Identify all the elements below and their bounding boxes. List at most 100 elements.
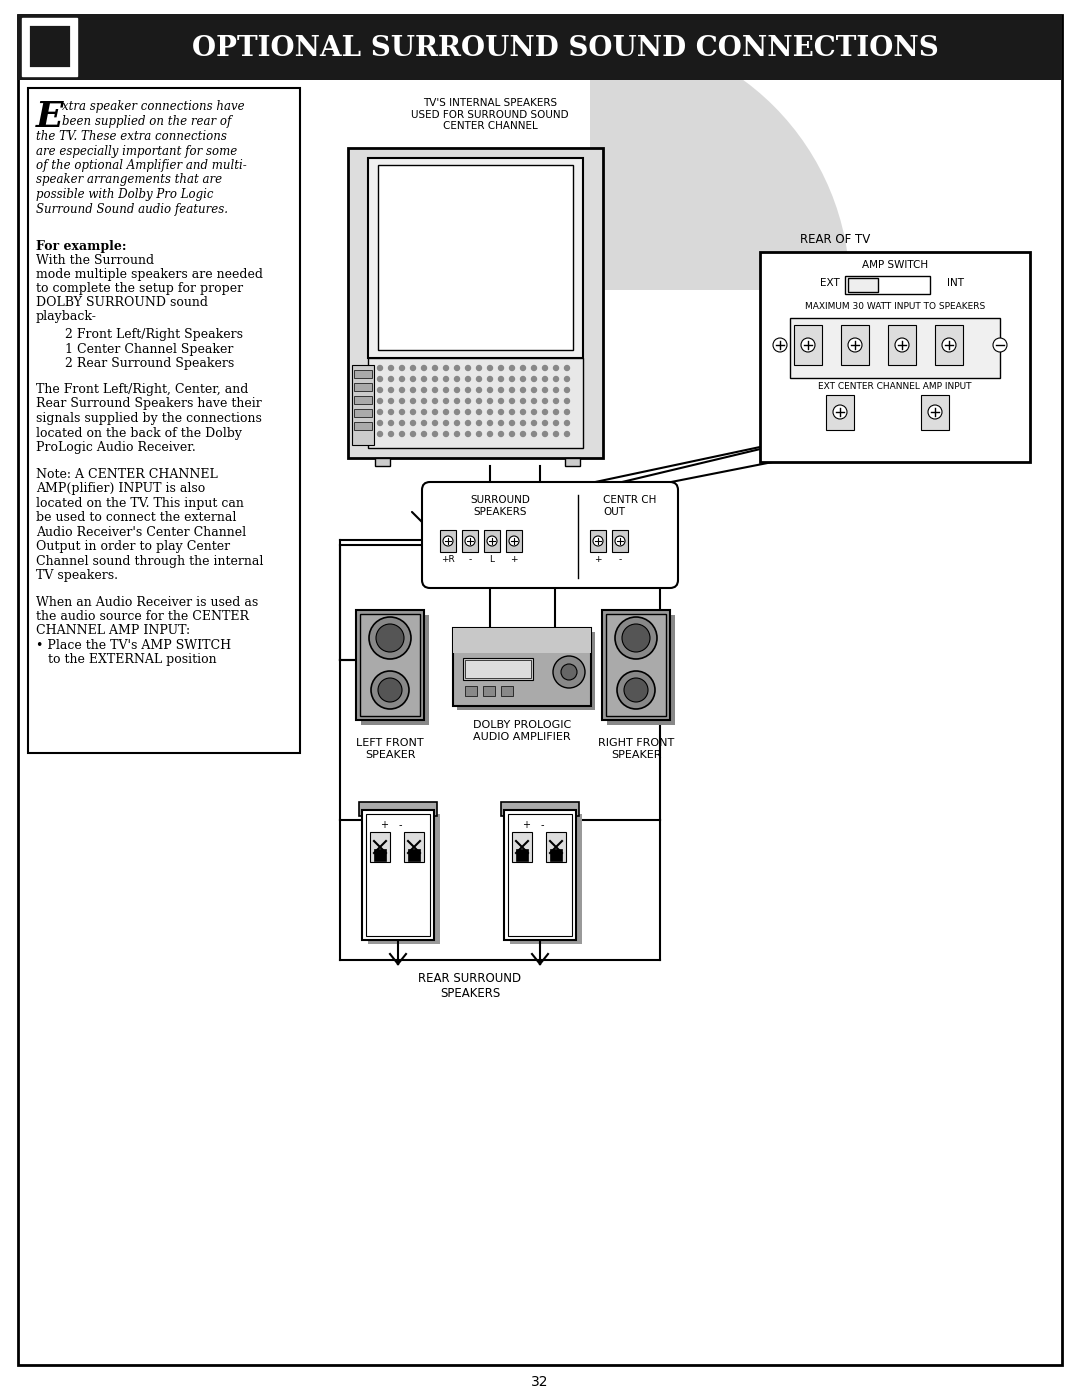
- Circle shape: [487, 432, 492, 436]
- Text: Output in order to play Center: Output in order to play Center: [36, 541, 230, 553]
- Bar: [841, 326, 869, 365]
- Circle shape: [421, 409, 427, 415]
- Bar: [354, 395, 372, 404]
- Circle shape: [487, 409, 492, 415]
- Circle shape: [521, 366, 526, 370]
- Circle shape: [421, 377, 427, 381]
- Circle shape: [455, 366, 459, 370]
- Circle shape: [531, 420, 537, 426]
- Circle shape: [432, 409, 437, 415]
- Circle shape: [400, 432, 405, 436]
- Circle shape: [465, 366, 471, 370]
- Circle shape: [531, 398, 537, 404]
- Bar: [374, 849, 386, 861]
- Text: be used to connect the external: be used to connect the external: [36, 511, 237, 524]
- Text: been supplied on the rear of: been supplied on the rear of: [62, 115, 231, 129]
- Circle shape: [476, 420, 482, 426]
- Circle shape: [565, 398, 569, 404]
- Text: possible with Dolby Pro Logic: possible with Dolby Pro Logic: [36, 189, 214, 201]
- Circle shape: [531, 377, 537, 381]
- Circle shape: [554, 398, 558, 404]
- Bar: [457, 631, 595, 710]
- Circle shape: [510, 398, 514, 404]
- Bar: [404, 833, 424, 862]
- Bar: [484, 529, 500, 552]
- Circle shape: [510, 409, 514, 415]
- Circle shape: [565, 366, 569, 370]
- Bar: [362, 810, 434, 940]
- Circle shape: [443, 536, 453, 546]
- Bar: [375, 458, 390, 467]
- Circle shape: [833, 405, 847, 419]
- Circle shape: [542, 409, 548, 415]
- Text: INT: INT: [946, 278, 963, 288]
- Circle shape: [487, 420, 492, 426]
- Text: Surround Sound audio features.: Surround Sound audio features.: [36, 203, 228, 215]
- Circle shape: [444, 398, 448, 404]
- Bar: [368, 814, 440, 944]
- Text: Rear Surround Speakers have their: Rear Surround Speakers have their: [36, 398, 261, 411]
- Bar: [516, 849, 528, 861]
- Text: DOLBY PROLOGIC
AUDIO AMPLIFIER: DOLBY PROLOGIC AUDIO AMPLIFIER: [473, 719, 571, 742]
- Circle shape: [389, 409, 393, 415]
- Circle shape: [465, 409, 471, 415]
- Circle shape: [565, 420, 569, 426]
- Circle shape: [444, 387, 448, 393]
- Text: SURROUND
SPEAKERS: SURROUND SPEAKERS: [470, 495, 530, 517]
- Circle shape: [400, 420, 405, 426]
- Text: E: E: [36, 101, 64, 134]
- Text: +: +: [522, 820, 530, 830]
- Bar: [465, 686, 477, 696]
- Circle shape: [487, 536, 497, 546]
- Text: 32: 32: [531, 1375, 549, 1389]
- Circle shape: [565, 409, 569, 415]
- Circle shape: [455, 377, 459, 381]
- Bar: [826, 395, 854, 430]
- Text: are especially important for some: are especially important for some: [36, 144, 238, 158]
- Text: L: L: [489, 555, 495, 564]
- Circle shape: [410, 387, 416, 393]
- Circle shape: [444, 432, 448, 436]
- Text: -: -: [619, 555, 622, 564]
- Bar: [348, 148, 603, 458]
- Text: LEFT FRONT
SPEAKER: LEFT FRONT SPEAKER: [356, 738, 423, 760]
- Circle shape: [400, 387, 405, 393]
- Text: mode multiple speakers are needed: mode multiple speakers are needed: [36, 268, 264, 281]
- Circle shape: [444, 377, 448, 381]
- Text: TV speakers.: TV speakers.: [36, 569, 118, 583]
- Text: playback-: playback-: [36, 310, 97, 323]
- Circle shape: [444, 420, 448, 426]
- Circle shape: [487, 398, 492, 404]
- Bar: [606, 615, 666, 717]
- Circle shape: [942, 338, 956, 352]
- Circle shape: [389, 387, 393, 393]
- Text: CHANNEL AMP INPUT:: CHANNEL AMP INPUT:: [36, 624, 190, 637]
- Circle shape: [499, 366, 503, 370]
- Circle shape: [593, 536, 603, 546]
- Circle shape: [465, 420, 471, 426]
- Bar: [356, 610, 424, 719]
- Bar: [501, 686, 513, 696]
- Circle shape: [410, 377, 416, 381]
- Text: -: -: [399, 820, 402, 830]
- Circle shape: [378, 432, 382, 436]
- Text: ProLogic Audio Receiver.: ProLogic Audio Receiver.: [36, 441, 195, 454]
- Text: AMP SWITCH: AMP SWITCH: [862, 260, 928, 270]
- Circle shape: [615, 536, 625, 546]
- Bar: [463, 658, 534, 680]
- Circle shape: [410, 409, 416, 415]
- Circle shape: [521, 409, 526, 415]
- Circle shape: [378, 398, 382, 404]
- Circle shape: [421, 398, 427, 404]
- Circle shape: [455, 387, 459, 393]
- Circle shape: [400, 366, 405, 370]
- Bar: [28, 24, 71, 68]
- Text: TV'S INTERNAL SPEAKERS
USED FOR SURROUND SOUND
CENTER CHANNEL: TV'S INTERNAL SPEAKERS USED FOR SURROUND…: [411, 98, 569, 131]
- Bar: [22, 18, 77, 75]
- Ellipse shape: [624, 678, 648, 703]
- Bar: [760, 251, 1030, 462]
- Circle shape: [410, 398, 416, 404]
- Bar: [453, 629, 591, 705]
- Circle shape: [487, 377, 492, 381]
- Text: located on the back of the Dolby: located on the back of the Dolby: [36, 426, 242, 440]
